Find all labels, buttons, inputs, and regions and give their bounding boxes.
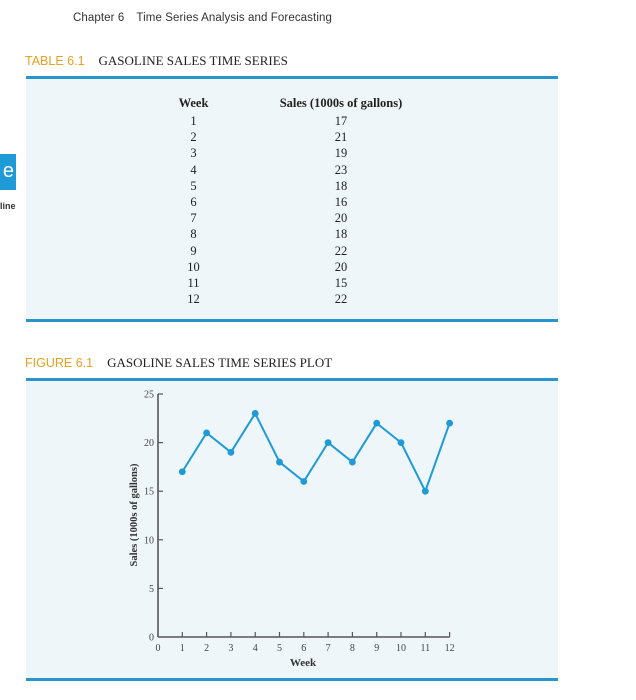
chapter-number: Chapter 6	[73, 12, 125, 24]
x-tick-label: 1	[180, 643, 185, 654]
table-caption: TABLE 6.1 GASOLINE SALES TIME SERIES	[25, 53, 288, 69]
data-point	[373, 419, 381, 427]
table-row: 11 15	[166, 275, 461, 291]
x-axis-label: Week	[290, 657, 317, 669]
data-point	[300, 478, 308, 485]
chapter-title: Time Series Analysis and Forecasting	[136, 12, 332, 24]
sales-cell: 16	[334, 195, 348, 210]
week-cell: 6	[190, 195, 197, 210]
y-tick-label: 15	[144, 487, 154, 498]
week-cell: 11	[187, 276, 200, 291]
data-point	[203, 429, 211, 437]
table-row: 9 22	[166, 243, 461, 259]
x-tick-label: 5	[277, 643, 282, 654]
side-tab[interactable]: e	[0, 154, 16, 190]
table-header-row: Week Sales (1000s of gallons)	[166, 93, 461, 113]
sales-cell: 19	[334, 146, 348, 161]
week-cell: 1	[190, 114, 197, 128]
table-row: 7 20	[166, 210, 461, 226]
data-point	[421, 487, 429, 495]
sales-cell: 18	[334, 178, 348, 193]
x-tick-label: 10	[396, 643, 406, 654]
week-cell: 5	[190, 178, 197, 193]
sales-table: Week Sales (1000s of gallons) 1 17 2 21 3 19 4…	[166, 93, 461, 307]
table-row: 12 22	[166, 291, 461, 307]
data-point	[251, 410, 259, 417]
x-tick-label: 6	[301, 643, 306, 654]
data-point	[276, 458, 283, 466]
sales-cell: 20	[334, 259, 348, 274]
week-cell: 2	[190, 130, 197, 145]
sales-cell: 18	[334, 227, 348, 242]
table-title: GASOLINE SALES TIME SERIES	[98, 53, 288, 68]
x-tick-label: 2	[204, 643, 209, 654]
side-tab-label: line	[0, 201, 16, 211]
figure-number: FIGURE 6.1	[25, 356, 94, 370]
x-tick-label: 3	[228, 643, 233, 654]
column-header-sales: Sales (1000s of gallons)	[279, 95, 403, 110]
y-tick-label: 20	[144, 438, 154, 449]
data-point	[178, 468, 186, 476]
data-point	[324, 439, 332, 446]
running-head: Chapter 6 Time Series Analysis and Foreca…	[73, 12, 332, 24]
x-tick-label: 7	[326, 643, 331, 654]
table-number: TABLE 6.1	[25, 54, 85, 68]
table-row: 1 17	[166, 113, 461, 129]
table-row: 6 16	[166, 194, 461, 210]
figure-caption: FIGURE 6.1 GASOLINE SALES TIME SERIES PLO…	[25, 355, 332, 371]
figure-panel	[26, 378, 558, 681]
figure-title: GASOLINE SALES TIME SERIES PLOT	[107, 355, 333, 370]
data-point	[446, 419, 453, 427]
x-tick-label: 0	[156, 643, 161, 654]
data-point	[397, 439, 405, 446]
y-axis-label: Sales (1000s of gallons)	[129, 463, 140, 566]
table-row: 10 20	[166, 259, 461, 275]
x-tick-label: 8	[350, 643, 355, 654]
week-cell: 10	[187, 259, 200, 274]
sales-cell: 15	[334, 276, 348, 291]
week-cell: 4	[190, 162, 197, 177]
data-point	[349, 458, 356, 466]
table-row: 3 19	[166, 145, 461, 161]
week-cell: 3	[190, 146, 197, 161]
sales-cell: 21	[334, 130, 348, 145]
data-point	[227, 448, 235, 456]
sales-cell: 23	[334, 162, 348, 177]
y-tick-label: 10	[144, 535, 154, 546]
sales-cell: 17	[334, 114, 348, 128]
week-cell: 12	[187, 292, 200, 307]
sales-cell: 22	[334, 292, 348, 307]
x-tick-label: 9	[374, 643, 379, 654]
sales-cell: 22	[334, 243, 348, 258]
x-tick-label: 12	[445, 643, 455, 654]
table-row: 2 21	[166, 129, 461, 145]
sales-line	[181, 412, 451, 493]
y-tick-label: 5	[149, 584, 154, 595]
table-row: 5 18	[166, 178, 461, 194]
column-header-week: Week	[178, 95, 209, 110]
y-tick-label: 0	[149, 633, 154, 644]
table-row: 4 23	[166, 162, 461, 178]
x-tick-label: 11	[420, 643, 430, 654]
week-cell: 9	[190, 243, 197, 258]
week-cell: 8	[190, 227, 197, 242]
table-row: 8 18	[166, 226, 461, 242]
sales-cell: 20	[334, 211, 348, 226]
y-tick-label: 25	[144, 390, 154, 401]
x-tick-label: 4	[253, 643, 258, 654]
table-panel: Week Sales (1000s of gallons) 1 17 2 21 3 19 4…	[26, 76, 558, 322]
week-cell: 7	[190, 211, 197, 226]
